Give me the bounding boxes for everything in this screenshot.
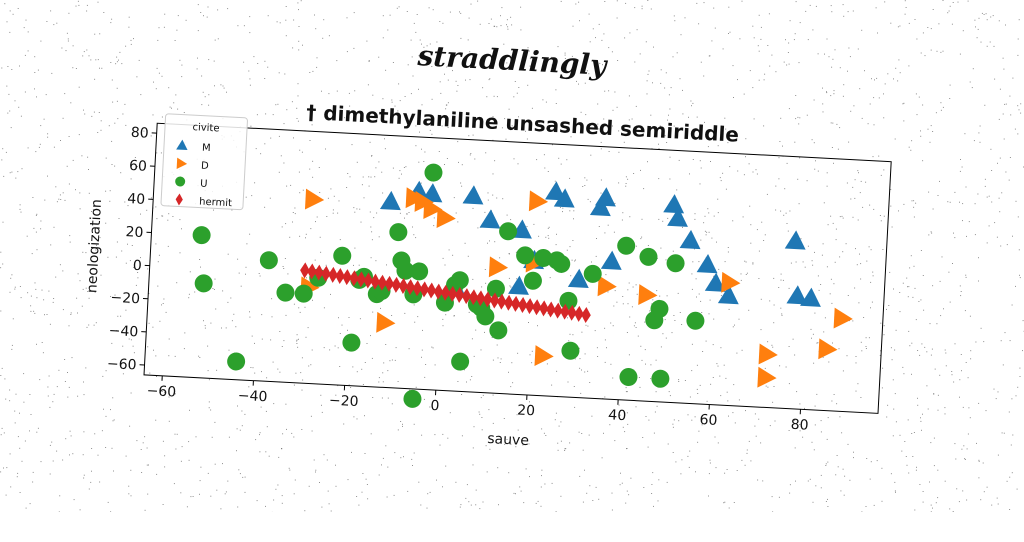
- data-point-u: [194, 274, 213, 293]
- y-tick-label: 20: [125, 224, 144, 241]
- data-point-u: [561, 341, 580, 360]
- data-point-u: [559, 291, 578, 310]
- data-point-d: [489, 256, 509, 278]
- data-point-u: [619, 368, 638, 387]
- data-point-d: [818, 338, 838, 360]
- data-point-m: [663, 194, 685, 214]
- data-point-u: [686, 311, 705, 330]
- data-point-d: [529, 190, 549, 212]
- legend-label-d: D: [201, 161, 210, 172]
- data-point-hermit: [581, 307, 591, 323]
- data-point-u: [651, 369, 670, 388]
- data-point-m: [595, 187, 617, 207]
- data-point-d: [759, 344, 779, 366]
- data-point-u: [617, 236, 636, 255]
- y-tick-label: 80: [130, 125, 149, 142]
- data-point-d: [757, 367, 777, 389]
- x-axis-label: sauve: [487, 431, 529, 449]
- y-tick-label: −20: [110, 290, 140, 308]
- data-point-u: [424, 163, 443, 182]
- data-point-u: [333, 246, 352, 265]
- x-tick-label: 40: [608, 407, 627, 424]
- data-point-m: [601, 250, 623, 270]
- y-tick-label: 60: [129, 158, 148, 175]
- data-point-u: [666, 254, 685, 273]
- data-point-u: [259, 251, 278, 270]
- y-tick-label: 0: [132, 258, 142, 274]
- data-point-m: [680, 229, 702, 249]
- y-axis-label: neologization: [84, 199, 105, 294]
- data-point-d: [534, 345, 554, 367]
- chart-title: † dimethylaniline unsashed semiriddle: [306, 100, 740, 147]
- data-point-m: [785, 230, 807, 250]
- data-point-d: [376, 312, 396, 334]
- legend-label-u: U: [200, 179, 208, 190]
- x-tick-label: −20: [329, 393, 359, 411]
- x-tick-label: 60: [699, 412, 718, 429]
- data-point-d: [598, 275, 618, 297]
- data-point-m: [380, 190, 402, 210]
- data-point-u: [410, 262, 429, 281]
- axes-frame: [144, 123, 891, 413]
- x-tick-label: 0: [430, 398, 440, 414]
- data-point-u: [192, 226, 211, 245]
- x-tick-label: 80: [790, 417, 809, 434]
- x-tick-label: −40: [237, 388, 267, 406]
- data-point-u: [342, 333, 361, 352]
- data-point-u: [451, 352, 470, 371]
- legend-label-m: M: [202, 143, 211, 154]
- data-point-m: [697, 253, 719, 273]
- legend-label-hermit: hermit: [199, 197, 232, 210]
- data-point-u: [499, 222, 518, 241]
- data-point-m: [463, 185, 485, 205]
- data-point-d: [834, 308, 854, 330]
- data-point-m: [480, 209, 502, 229]
- data-point-u: [227, 352, 246, 371]
- x-tick-label: −60: [146, 383, 176, 401]
- y-tick-label: 40: [127, 191, 146, 208]
- data-point-u: [276, 283, 295, 302]
- y-tick-label: −60: [107, 356, 137, 374]
- data-point-d: [437, 207, 457, 229]
- data-point-u: [489, 321, 508, 340]
- data-point-u: [523, 271, 542, 290]
- data-point-d: [305, 189, 325, 211]
- data-point-u: [639, 247, 658, 266]
- y-tick-label: −40: [108, 323, 138, 341]
- data-point-u: [403, 389, 422, 408]
- legend-title: civite: [192, 122, 220, 134]
- data-point-u: [389, 223, 408, 242]
- x-tick-label: 20: [517, 402, 536, 419]
- plot-area: [184, 151, 860, 431]
